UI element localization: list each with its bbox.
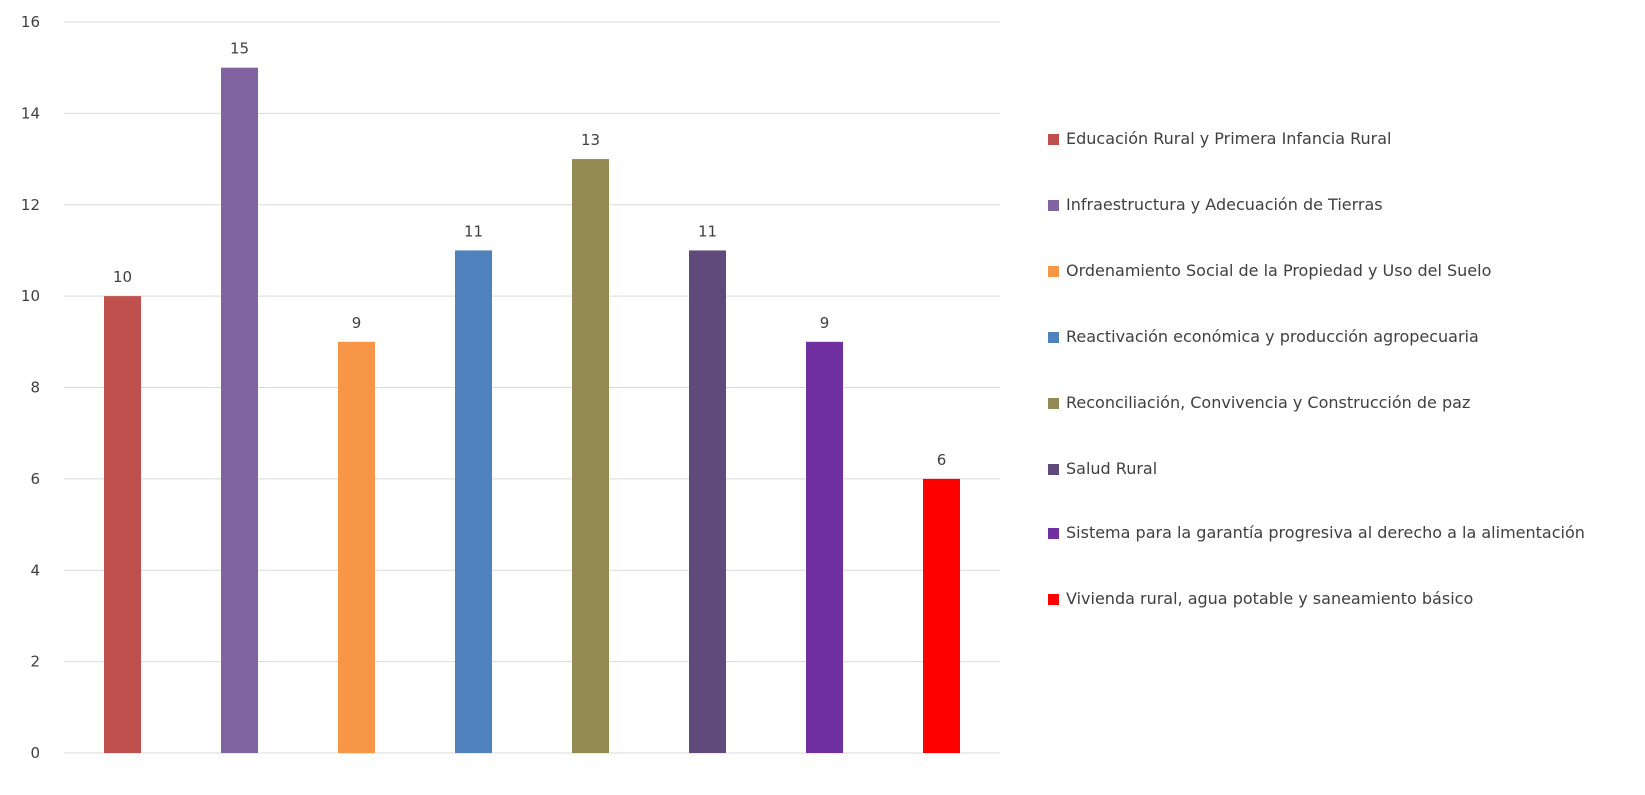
y-tick-label: 6 [30,470,40,488]
bar [221,67,258,753]
legend-label: Ordenamiento Social de la Propiedad y Us… [1066,261,1492,280]
legend-label: Reactivación económica y producción agro… [1066,327,1479,346]
data-labels: 10 15 9 11 13 11 9 6 [113,40,946,469]
y-axis-labels: 0 2 4 6 8 10 12 14 16 [21,13,40,762]
bar [806,341,843,753]
bar [689,250,726,753]
bar-data-label: 10 [113,268,132,286]
legend-label: Sistema para la garantía progresiva al d… [1066,523,1585,542]
y-tick-label: 8 [30,379,40,397]
bar-chart: 0 2 4 6 8 10 12 14 16 10 15 9 11 13 11 9 6 [21,13,1000,762]
bar [923,478,960,753]
legend-label: Infraestructura y Adecuación de Tierras [1066,195,1383,214]
bar [338,341,375,753]
y-tick-label: 4 [30,561,40,579]
legend-label: Salud Rural [1066,459,1158,478]
legend-item: Educación Rural y Primera Infancia Rural [1048,128,1626,150]
y-tick-label: 0 [30,744,40,762]
legend-label: Reconciliación, Convivencia y Construcci… [1066,393,1471,412]
legend-label: Vivienda rural, agua potable y saneamien… [1066,589,1474,608]
bar-data-label: 9 [352,314,362,332]
legend-item: Ordenamiento Social de la Propiedad y Us… [1048,260,1626,282]
legend-swatch [1048,200,1059,211]
legend-item: Salud Rural [1048,458,1626,480]
legend-swatch [1048,134,1059,145]
bar [572,159,609,753]
legend-swatch [1048,398,1059,409]
bar-data-label: 15 [230,40,249,58]
legend-swatch [1048,266,1059,277]
legend-item: Vivienda rural, agua potable y saneamien… [1048,588,1626,610]
legend-item: Sistema para la garantía progresiva al d… [1048,522,1626,544]
legend-item: Reconciliación, Convivencia y Construcci… [1048,392,1626,414]
bar-data-label: 13 [581,131,600,149]
legend-swatch [1048,594,1059,605]
bar-data-label: 9 [820,314,830,332]
bar-data-label: 6 [937,451,947,469]
legend-item: Reactivación económica y producción agro… [1048,326,1626,348]
y-tick-label: 2 [30,653,40,671]
gridlines [64,21,1000,754]
legend-label: Educación Rural y Primera Infancia Rural [1066,129,1392,148]
y-tick-label: 12 [21,196,40,214]
bar [455,250,492,753]
bar [104,296,141,753]
y-tick-label: 16 [21,13,40,31]
bars [104,67,960,753]
legend-swatch [1048,464,1059,475]
y-tick-label: 10 [21,287,40,305]
legend-swatch [1048,528,1059,539]
legend-item: Infraestructura y Adecuación de Tierras [1048,194,1626,216]
bar-data-label: 11 [464,222,483,240]
bar-data-label: 11 [698,222,717,240]
y-tick-label: 14 [21,104,40,122]
legend-swatch [1048,332,1059,343]
